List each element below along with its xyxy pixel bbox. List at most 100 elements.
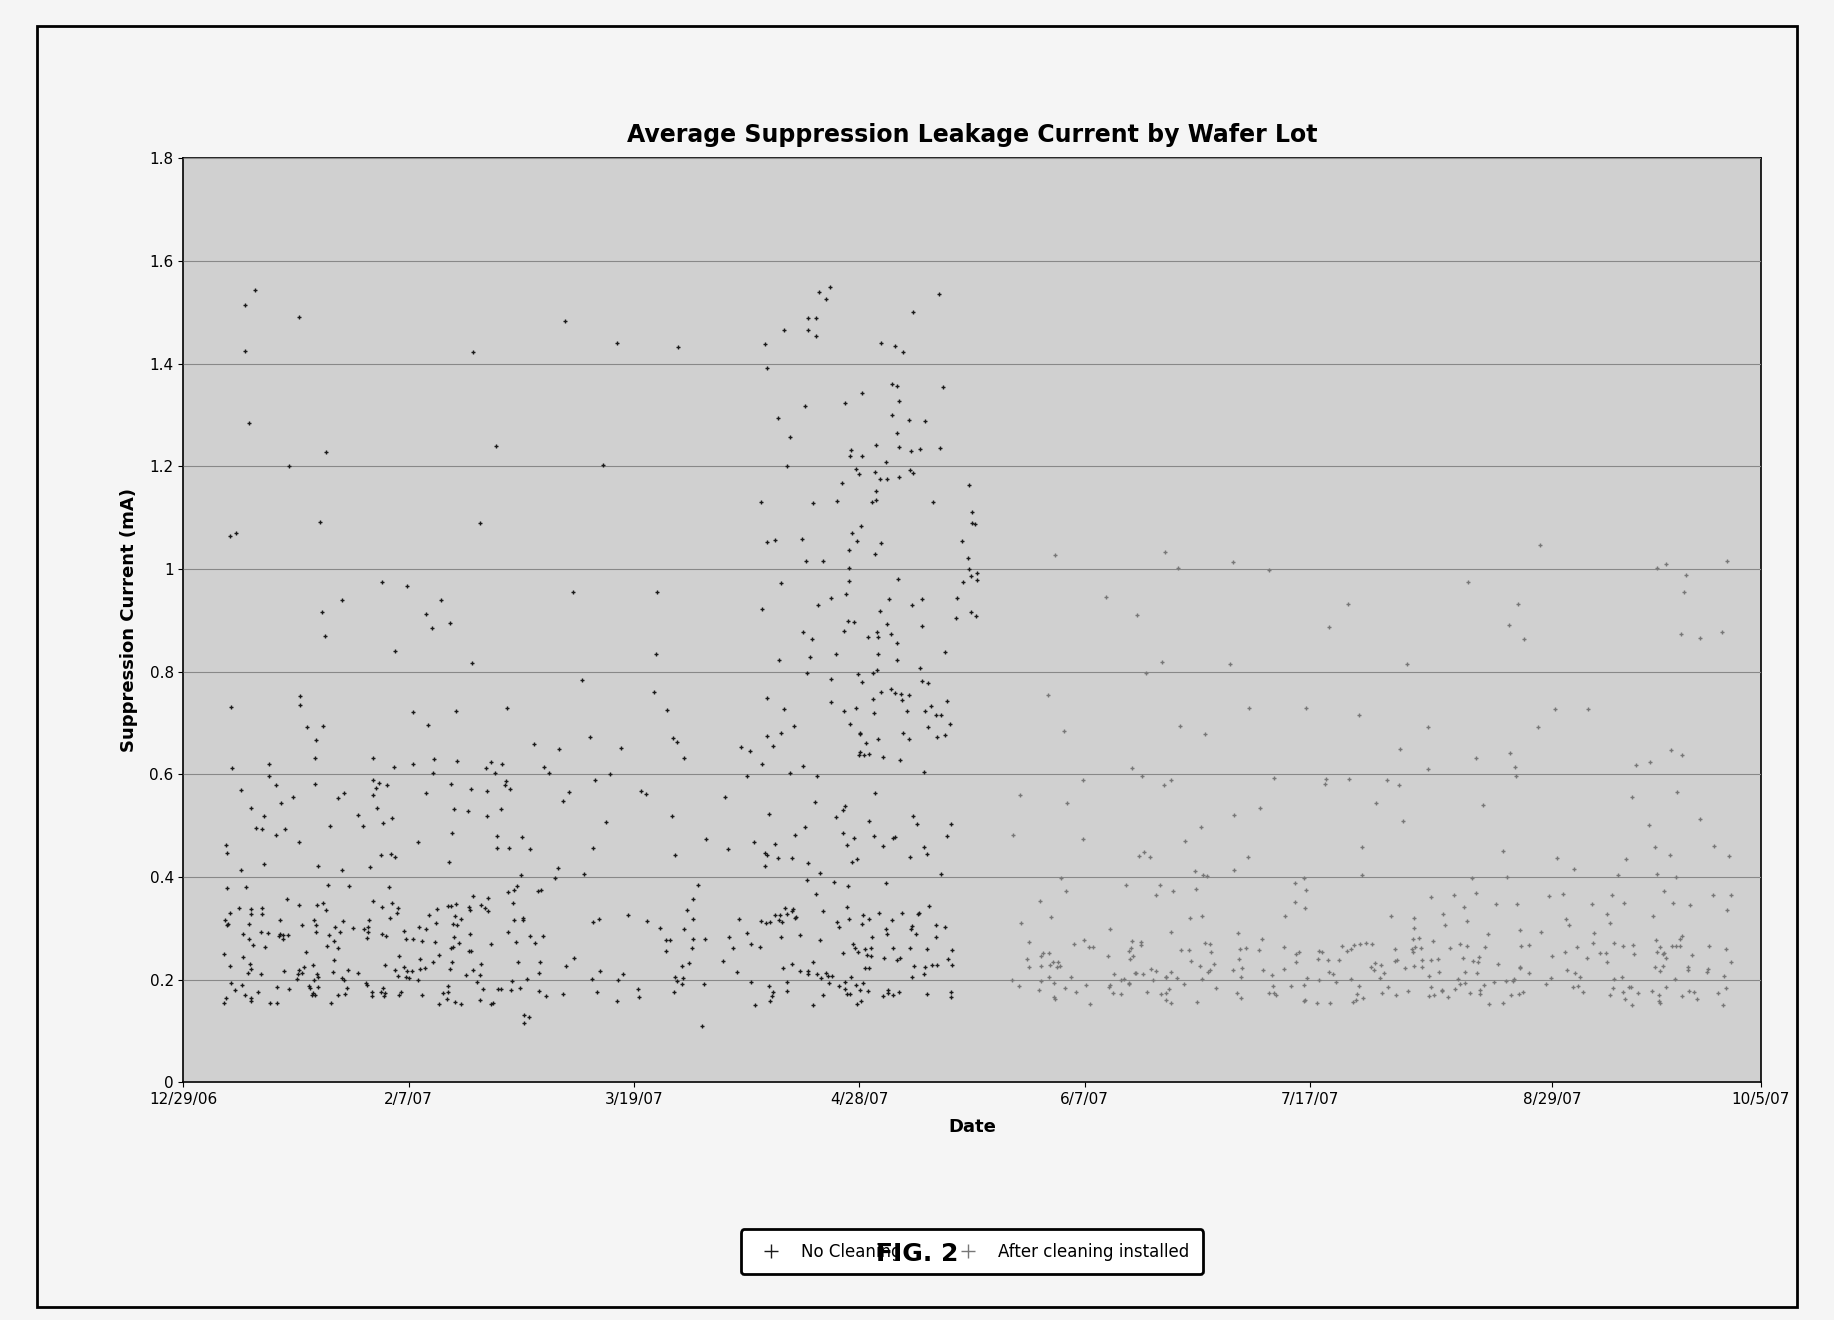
No Cleaning xyxy=(602,990,631,1011)
No Cleaning xyxy=(746,911,776,932)
After cleaning installed xyxy=(1146,983,1176,1005)
No Cleaning xyxy=(591,812,620,833)
After cleaning installed xyxy=(1245,940,1275,961)
No Cleaning xyxy=(334,960,363,981)
No Cleaning xyxy=(923,915,952,936)
No Cleaning xyxy=(908,671,937,692)
No Cleaning xyxy=(273,924,303,945)
After cleaning installed xyxy=(1218,552,1247,573)
No Cleaning xyxy=(506,865,536,886)
No Cleaning xyxy=(862,434,891,455)
No Cleaning xyxy=(631,784,660,805)
After cleaning installed xyxy=(1431,915,1460,936)
No Cleaning xyxy=(389,957,418,978)
After cleaning installed xyxy=(1414,758,1443,779)
After cleaning installed xyxy=(1130,841,1159,862)
After cleaning installed xyxy=(1533,886,1563,907)
After cleaning installed xyxy=(1196,941,1225,962)
No Cleaning xyxy=(895,727,924,748)
No Cleaning xyxy=(691,829,721,850)
No Cleaning xyxy=(229,985,259,1006)
After cleaning installed xyxy=(1315,962,1344,983)
After cleaning installed xyxy=(1392,653,1421,675)
No Cleaning xyxy=(855,810,884,832)
No Cleaning xyxy=(899,302,928,323)
No Cleaning xyxy=(910,411,939,432)
After cleaning installed xyxy=(1497,985,1526,1006)
After cleaning installed xyxy=(1187,969,1216,990)
No Cleaning xyxy=(917,696,946,717)
After cleaning installed xyxy=(1282,944,1311,965)
After cleaning installed xyxy=(1599,968,1629,989)
No Cleaning xyxy=(765,649,794,671)
No Cleaning xyxy=(864,627,893,648)
No Cleaning xyxy=(378,808,407,829)
No Cleaning xyxy=(752,532,781,553)
No Cleaning xyxy=(625,986,655,1007)
After cleaning installed xyxy=(1427,981,1456,1002)
After cleaning installed xyxy=(1192,866,1221,887)
After cleaning installed xyxy=(1603,865,1632,886)
After cleaning installed xyxy=(1449,896,1478,917)
No Cleaning xyxy=(508,826,537,847)
No Cleaning xyxy=(864,902,893,923)
After cleaning installed xyxy=(1319,964,1348,985)
No Cleaning xyxy=(218,758,248,779)
No Cleaning xyxy=(413,714,442,735)
No Cleaning xyxy=(834,570,864,591)
No Cleaning xyxy=(847,383,877,404)
After cleaning installed xyxy=(1449,948,1478,969)
No Cleaning xyxy=(211,987,240,1008)
No Cleaning xyxy=(679,909,708,931)
No Cleaning xyxy=(812,288,842,309)
No Cleaning xyxy=(893,411,923,432)
No Cleaning xyxy=(211,909,240,931)
After cleaning installed xyxy=(1458,950,1487,972)
After cleaning installed xyxy=(1504,593,1533,614)
After cleaning installed xyxy=(1704,982,1733,1003)
After cleaning installed xyxy=(1524,535,1553,556)
No Cleaning xyxy=(917,954,946,975)
After cleaning installed xyxy=(1385,738,1414,759)
No Cleaning xyxy=(411,919,440,940)
No Cleaning xyxy=(330,983,359,1005)
After cleaning installed xyxy=(1453,935,1482,956)
No Cleaning xyxy=(708,950,737,972)
No Cleaning xyxy=(888,689,917,710)
No Cleaning xyxy=(882,649,911,671)
After cleaning installed xyxy=(1399,907,1429,928)
No Cleaning xyxy=(292,941,321,962)
No Cleaning xyxy=(809,902,838,923)
No Cleaning xyxy=(956,558,985,579)
No Cleaning xyxy=(851,939,880,960)
No Cleaning xyxy=(869,946,899,968)
No Cleaning xyxy=(778,953,807,974)
No Cleaning xyxy=(737,933,767,954)
No Cleaning xyxy=(548,791,578,812)
After cleaning installed xyxy=(1117,937,1146,958)
No Cleaning xyxy=(913,672,943,693)
No Cleaning xyxy=(822,643,851,664)
No Cleaning xyxy=(834,557,864,578)
No Cleaning xyxy=(765,909,794,931)
No Cleaning xyxy=(380,642,409,663)
After cleaning installed xyxy=(1715,845,1744,866)
No Cleaning xyxy=(440,906,470,927)
No Cleaning xyxy=(937,954,967,975)
No Cleaning xyxy=(679,888,708,909)
No Cleaning xyxy=(242,818,271,840)
No Cleaning xyxy=(238,935,268,956)
No Cleaning xyxy=(735,741,765,762)
No Cleaning xyxy=(438,950,468,972)
No Cleaning xyxy=(436,774,466,795)
No Cleaning xyxy=(673,900,702,921)
After cleaning installed xyxy=(1619,944,1649,965)
No Cleaning xyxy=(668,973,697,994)
No Cleaning xyxy=(482,837,512,858)
After cleaning installed xyxy=(1121,962,1150,983)
No Cleaning xyxy=(471,758,501,779)
After cleaning installed xyxy=(1163,557,1192,578)
No Cleaning xyxy=(805,862,834,883)
After cleaning installed xyxy=(1663,781,1693,803)
No Cleaning xyxy=(818,966,847,987)
